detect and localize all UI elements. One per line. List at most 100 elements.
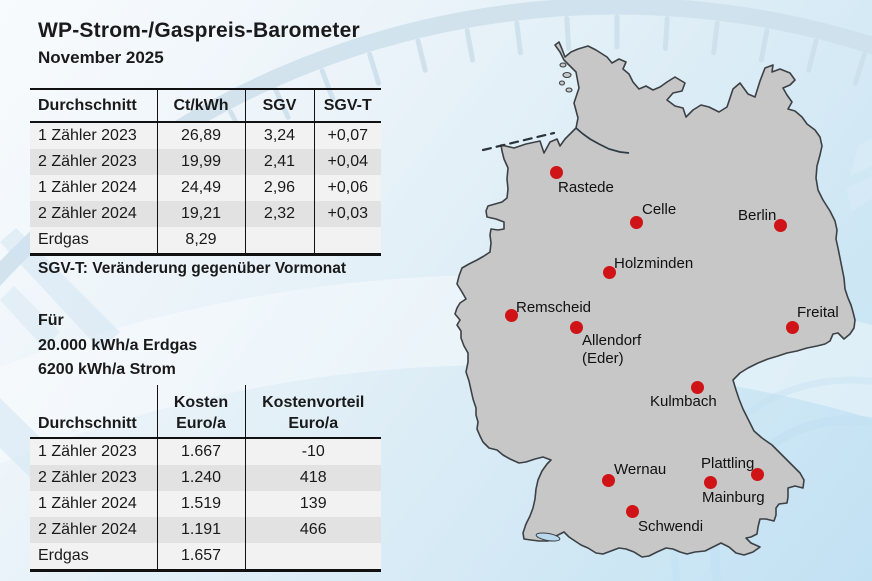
table-header-row: Durchschnitt Kosten Euro/a Kostenvorteil… bbox=[30, 385, 381, 439]
table-cell: +0,06 bbox=[313, 175, 381, 201]
city-marker bbox=[703, 475, 717, 489]
table-row: 2 Zähler 2023 1.240 418 bbox=[30, 465, 381, 491]
table-cell: 26,89 bbox=[156, 122, 245, 149]
city-marker bbox=[504, 308, 518, 322]
table-cell: 1 Zähler 2023 bbox=[30, 122, 157, 149]
table-row: 1 Zähler 2023 1.667 -10 bbox=[30, 438, 381, 465]
table-cell: 2 Zähler 2024 bbox=[30, 517, 157, 543]
table-cell: 1.519 bbox=[156, 491, 245, 517]
column-header-line: Kostenvorteil bbox=[262, 394, 365, 411]
table-cell: 418 bbox=[244, 465, 381, 491]
column-header: Durchschnitt bbox=[30, 385, 157, 439]
city-label: Rastede bbox=[558, 179, 614, 196]
table-cell: 1.667 bbox=[156, 438, 245, 465]
city-marker bbox=[629, 215, 643, 229]
city-label: Schwendi bbox=[638, 518, 704, 535]
table-row: 2 Zähler 2023 19,99 2,41 +0,04 bbox=[30, 149, 381, 175]
city-marker bbox=[773, 218, 787, 232]
assumption-line: 6200 kWh/a Strom bbox=[38, 361, 176, 378]
assumptions-block: Für 20.000 kWh/a Erdgas 6200 kWh/a Strom bbox=[38, 309, 197, 383]
table-cell: +0,04 bbox=[313, 149, 381, 175]
column-header: Kosten Euro/a bbox=[156, 385, 245, 439]
table-row: Erdgas 1.657 bbox=[30, 543, 381, 572]
table-cell: 466 bbox=[244, 517, 381, 543]
table-row: 2 Zähler 2024 19,21 2,32 +0,03 bbox=[30, 201, 381, 227]
table-row: Erdgas 8,29 bbox=[30, 227, 381, 256]
column-header: SGV-T bbox=[313, 88, 381, 123]
city-label: Remscheid bbox=[516, 299, 592, 316]
city-label: Celle bbox=[642, 201, 677, 218]
city-label: Wernau bbox=[614, 461, 667, 478]
column-header: SGV bbox=[244, 88, 314, 123]
table-cell: +0,07 bbox=[313, 122, 381, 149]
table-cell: 24,49 bbox=[156, 175, 245, 201]
table-cell: 1 Zähler 2024 bbox=[30, 175, 157, 201]
table-row: 1 Zähler 2024 24,49 2,96 +0,06 bbox=[30, 175, 381, 201]
cost-table: Durchschnitt Kosten Euro/a Kostenvorteil… bbox=[30, 385, 381, 572]
city-label: Allendorf (Eder) bbox=[582, 332, 642, 367]
germany-outline bbox=[454, 41, 856, 558]
elbe-river bbox=[575, 127, 630, 154]
city-marker bbox=[601, 473, 615, 487]
city-label: Berlin bbox=[738, 207, 777, 224]
table-cell: 1 Zähler 2024 bbox=[30, 491, 157, 517]
table-cell bbox=[313, 227, 381, 256]
table-cell: 19,99 bbox=[156, 149, 245, 175]
column-header: Kostenvorteil Euro/a bbox=[244, 385, 381, 439]
table-row: 1 Zähler 2024 1.519 139 bbox=[30, 491, 381, 517]
city-marker bbox=[750, 467, 764, 481]
gauge-band-arc bbox=[0, 0, 872, 287]
city-marker bbox=[690, 380, 704, 394]
germany-map: Rastede Celle Berlin Holzminden Remscheid All… bbox=[436, 0, 872, 581]
right-edge-wedges bbox=[846, 138, 872, 212]
bottom-right-arcs bbox=[671, 376, 872, 581]
city-label: Plattling bbox=[701, 455, 755, 472]
city-marker bbox=[569, 320, 583, 334]
city-marker bbox=[785, 320, 799, 334]
table-cell: 3,24 bbox=[244, 122, 314, 149]
column-header-line: Euro/a bbox=[176, 415, 226, 432]
city-marker bbox=[549, 165, 563, 179]
assumption-line: 20.000 kWh/a Erdgas bbox=[38, 336, 198, 354]
title-block: WP-Strom-/Gaspreis-Barometer November 20… bbox=[38, 18, 360, 70]
table-cell: 1.240 bbox=[156, 465, 245, 491]
table-cell: Erdgas bbox=[30, 227, 157, 256]
table-cell: 2 Zähler 2024 bbox=[30, 201, 157, 227]
column-header-line: Euro/a bbox=[288, 415, 339, 432]
table-cell: 8,29 bbox=[156, 227, 245, 256]
table-row: 1 Zähler 2023 26,89 3,24 +0,07 bbox=[30, 122, 381, 149]
table-cell: Erdgas bbox=[30, 543, 157, 572]
germany-map-svg bbox=[454, 41, 856, 558]
assumption-line: Für bbox=[38, 312, 64, 329]
page-title: WP-Strom-/Gaspreis-Barometer bbox=[38, 19, 360, 42]
city-marker bbox=[602, 265, 616, 279]
city-label: Kulmbach bbox=[650, 393, 717, 410]
city-label: Mainburg bbox=[702, 489, 765, 506]
table-cell: 1.191 bbox=[156, 517, 245, 543]
table-header-row: Durchschnitt Ct/kWh SGV SGV-T bbox=[30, 88, 381, 123]
city-marker bbox=[625, 504, 639, 518]
east-frisian-islands-dashes bbox=[481, 131, 556, 152]
table-cell: 2,96 bbox=[244, 175, 314, 201]
city-label: Freital bbox=[797, 304, 839, 321]
table-row: 2 Zähler 2024 1.191 466 bbox=[30, 517, 381, 543]
column-header-line: Kosten bbox=[173, 394, 229, 411]
table-cell: -10 bbox=[244, 438, 381, 465]
city-label: Holzminden bbox=[614, 255, 694, 272]
table-cell: 1 Zähler 2023 bbox=[30, 438, 157, 465]
price-table: Durchschnitt Ct/kWh SGV SGV-T 1 Zähler 2… bbox=[30, 88, 381, 256]
page-subtitle: November 2025 bbox=[38, 48, 164, 67]
table-cell: 2 Zähler 2023 bbox=[30, 149, 157, 175]
table-cell: 19,21 bbox=[156, 201, 245, 227]
table-cell: 139 bbox=[244, 491, 381, 517]
table-cell: 2 Zähler 2023 bbox=[30, 465, 157, 491]
table-cell: 1.657 bbox=[156, 543, 245, 572]
table-cell: 2,32 bbox=[244, 201, 314, 227]
table-cell bbox=[244, 227, 314, 256]
table-cell: 2,41 bbox=[244, 149, 314, 175]
table-cell bbox=[244, 543, 381, 572]
sgvt-footnote: SGV-T: Veränderung gegenüber Vormonat bbox=[38, 260, 347, 277]
lake-constance bbox=[535, 532, 561, 542]
north-frisian-islands bbox=[558, 62, 573, 93]
